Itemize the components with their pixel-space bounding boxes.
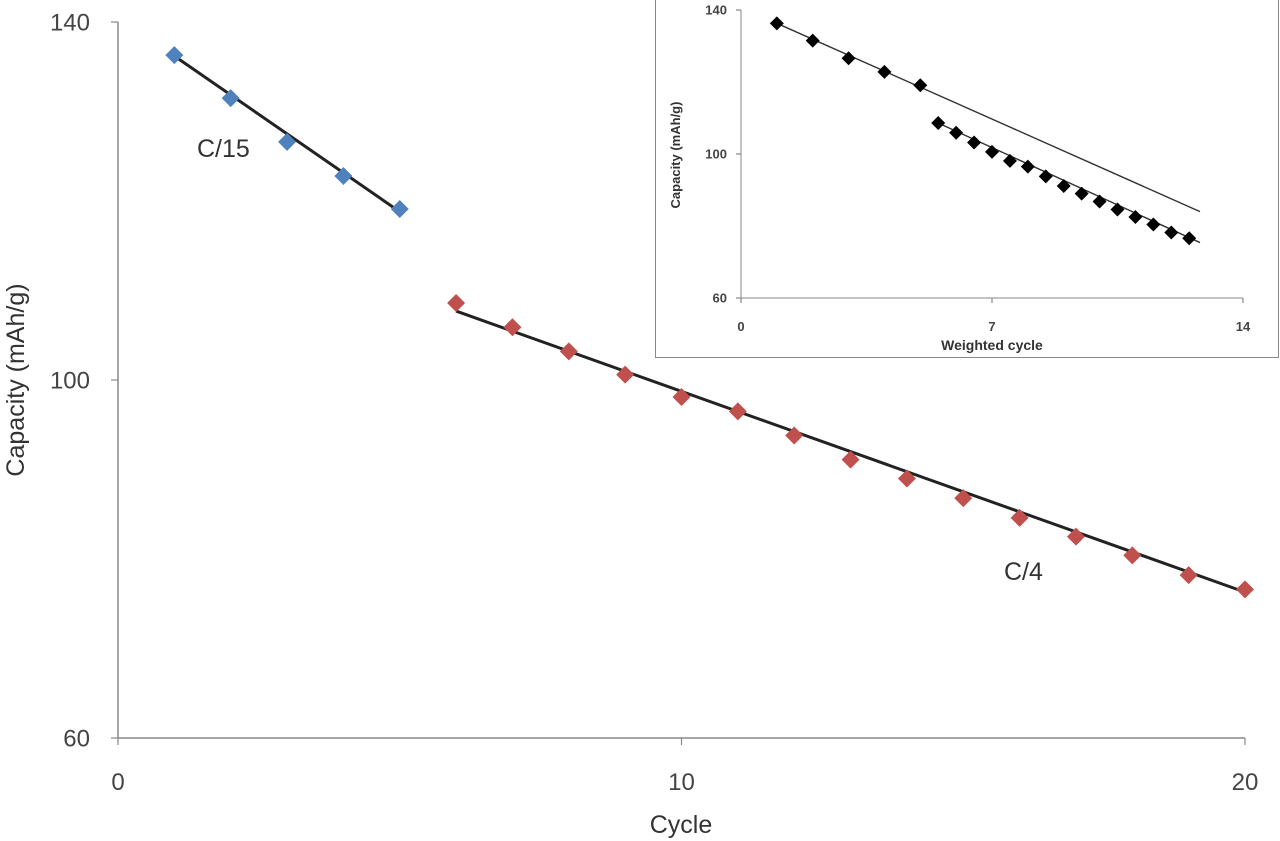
- y-tick-label: 140: [50, 9, 90, 36]
- series-label-c4: C/4: [1004, 558, 1043, 586]
- data-point-series-1: [616, 365, 635, 384]
- inset-frame: [655, 0, 1279, 358]
- y-tick-label: 100: [705, 147, 727, 162]
- main-x-axis-title: Cycle: [650, 811, 713, 839]
- data-point-series-1: [1002, 153, 1017, 168]
- x-tick-label: 20: [1232, 769, 1259, 796]
- inset-y-axis-title: Capacity (mAh/g): [668, 102, 683, 209]
- data-point-series-1: [897, 469, 916, 488]
- data-point-series-1: [1182, 231, 1197, 246]
- data-point-series-1: [559, 342, 578, 361]
- main-points: [165, 46, 1254, 599]
- data-point-series-1: [1092, 194, 1107, 209]
- data-point-series-1: [1066, 527, 1085, 546]
- data-point-series-1: [1146, 217, 1161, 232]
- data-point-series-0: [221, 89, 240, 108]
- data-point-series-1: [954, 489, 973, 508]
- data-point-series-0: [165, 46, 184, 65]
- inset-points: [769, 16, 1197, 246]
- data-point-series-1: [1110, 202, 1125, 217]
- data-point-series-1: [1020, 159, 1035, 174]
- data-point-series-1: [949, 125, 964, 140]
- y-tick-label: 60: [713, 291, 727, 306]
- data-point-series-1: [841, 450, 860, 469]
- x-tick-label: 7: [988, 319, 995, 334]
- inset-chart: 0 7 14 60 100 140 Weighted cycle Capacity (mA…: [655, 0, 1280, 360]
- inset-ticks: 0 7 14 60 100 140: [705, 3, 1251, 334]
- data-point-series-1: [1236, 580, 1254, 599]
- x-tick-label: 10: [668, 769, 695, 796]
- data-point-series-0: [278, 132, 297, 151]
- x-tick-label: 0: [111, 769, 124, 796]
- data-point-series-1: [503, 318, 522, 337]
- x-tick-label: 0: [737, 319, 744, 334]
- data-point-series-1: [1010, 508, 1029, 527]
- data-point-series-1: [672, 388, 691, 407]
- x-tick-label: 14: [1236, 319, 1251, 334]
- data-point-series-0: [841, 51, 856, 66]
- data-point-series-1: [931, 116, 946, 131]
- data-point-series-1: [1128, 210, 1143, 224]
- data-point-series-1: [1074, 186, 1089, 201]
- data-point-series-0: [805, 33, 820, 48]
- main-y-axis-title: Capacity (mAh/g): [2, 283, 30, 476]
- data-point-series-1: [1164, 225, 1179, 240]
- data-point-series-1: [967, 135, 982, 150]
- data-point-series-1: [1056, 179, 1071, 194]
- data-point-series-1: [1038, 169, 1053, 184]
- y-tick-label: 60: [63, 725, 90, 752]
- data-point-series-1: [728, 402, 747, 421]
- data-point-series-0: [769, 16, 784, 31]
- series-label-c15: C/15: [197, 135, 250, 163]
- inset-x-axis-title: Weighted cycle: [941, 337, 1043, 353]
- data-point-series-1: [447, 294, 466, 313]
- data-point-series-0: [390, 200, 409, 219]
- data-point-series-1: [985, 144, 999, 159]
- data-point-series-1: [1123, 546, 1142, 565]
- data-point-series-1: [1179, 566, 1198, 585]
- data-point-series-1: [785, 426, 804, 445]
- y-tick-label: 100: [50, 367, 90, 394]
- data-point-series-0: [877, 64, 892, 79]
- y-tick-label: 140: [705, 3, 727, 18]
- data-point-series-0: [913, 78, 928, 93]
- data-point-series-0: [334, 166, 353, 185]
